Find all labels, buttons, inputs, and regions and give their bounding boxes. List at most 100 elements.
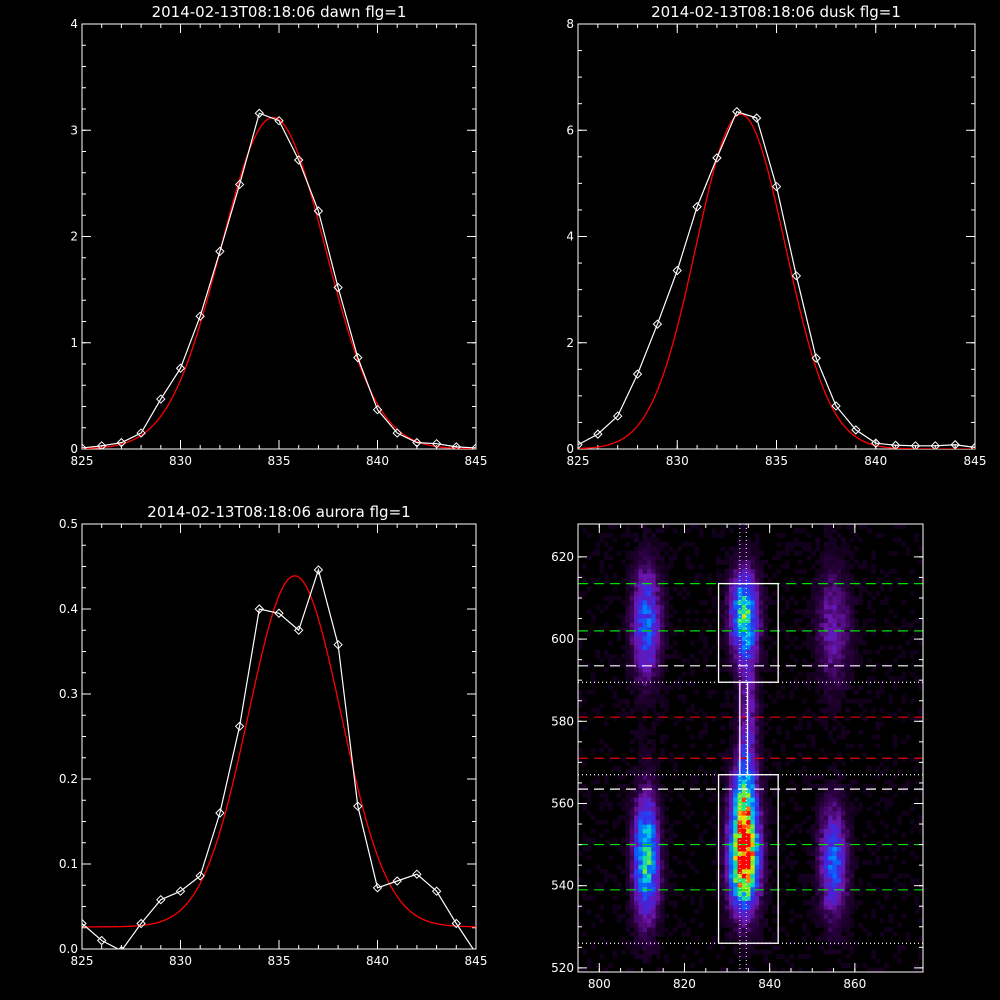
heat-pixel — [854, 546, 859, 552]
heat-pixel — [819, 783, 825, 789]
heat-pixel — [797, 743, 803, 749]
heat-pixel — [759, 573, 764, 579]
heat-pixel — [746, 936, 751, 942]
heat-pixel — [810, 644, 816, 650]
heat-pixel — [772, 846, 777, 852]
heat-pixel — [651, 886, 657, 892]
heat-pixel — [746, 864, 751, 870]
heat-pixel — [711, 532, 717, 538]
heat-pixel — [849, 801, 855, 807]
heat-pixel — [733, 644, 738, 650]
heat-pixel — [754, 801, 760, 807]
heat-pixel — [754, 855, 760, 861]
heat-pixel — [858, 653, 864, 659]
heat-pixel — [841, 774, 846, 780]
heat-pixel — [780, 627, 786, 632]
heat-pixel — [659, 676, 665, 682]
heat-pixel — [651, 644, 657, 650]
heat-pixel — [849, 783, 855, 789]
heat-pixel — [815, 828, 820, 834]
heat-pixel — [845, 658, 851, 664]
heat-pixel — [802, 712, 807, 718]
heat-pixel — [836, 833, 842, 838]
heat-pixel — [759, 949, 764, 955]
heat-pixel — [634, 537, 639, 543]
heat-pixel — [750, 810, 756, 816]
heat-pixel — [854, 622, 859, 628]
data-point — [254, 108, 265, 118]
heat-pixel — [888, 797, 894, 803]
heat-pixel — [603, 667, 609, 673]
heat-pixel — [888, 550, 894, 556]
heat-pixel — [629, 931, 635, 937]
heat-pixel — [815, 801, 820, 807]
heat-pixel — [845, 851, 851, 856]
heat-pixel — [733, 783, 738, 789]
heat-pixel — [741, 712, 747, 718]
heat-pixel — [858, 640, 864, 646]
heat-pixel — [802, 900, 807, 906]
heat-pixel — [897, 949, 902, 955]
heat-pixel — [651, 703, 657, 709]
heat-pixel — [875, 743, 881, 749]
heat-pixel — [703, 712, 708, 718]
heat-pixel — [612, 873, 618, 879]
heat-pixel — [776, 725, 782, 731]
heat-pixel — [884, 788, 889, 794]
heat-pixel — [681, 797, 687, 803]
heat-pixel — [685, 658, 691, 664]
heat-pixel — [832, 828, 838, 834]
heat-pixel — [849, 528, 855, 534]
heat-pixel — [828, 653, 833, 659]
heat-pixel — [806, 909, 812, 915]
heat-pixel — [832, 541, 838, 547]
heat-pixel — [741, 636, 747, 641]
heat-pixel — [759, 730, 764, 735]
heat-pixel — [668, 555, 674, 561]
heat-pixel — [625, 698, 631, 704]
heat-pixel — [763, 636, 769, 641]
heat-pixel — [664, 609, 669, 614]
heat-pixel — [599, 703, 605, 709]
heat-pixel — [793, 801, 799, 807]
heat-pixel — [642, 680, 648, 686]
heat-pixel — [854, 618, 859, 623]
heat-pixel — [681, 846, 687, 852]
heat-pixel — [612, 837, 618, 843]
heat-pixel — [720, 774, 726, 780]
heat-pixel — [754, 824, 760, 830]
heat-pixel — [724, 806, 730, 812]
heat-pixel — [703, 810, 708, 816]
heat-pixel — [797, 770, 803, 776]
heat-pixel — [854, 559, 859, 565]
heat-pixel — [625, 685, 631, 691]
heat-pixel — [651, 842, 657, 847]
heat-pixel — [655, 550, 661, 556]
heat-pixel — [733, 743, 738, 749]
heat-pixel — [806, 676, 812, 682]
heat-pixel — [625, 945, 631, 950]
heat-pixel — [690, 667, 695, 673]
heat-pixel — [703, 770, 708, 776]
heat-pixel — [841, 658, 846, 664]
heat-pixel — [836, 810, 842, 816]
heat-pixel — [638, 792, 644, 798]
heat-pixel — [659, 868, 665, 874]
heat-pixel — [845, 837, 851, 843]
heat-pixel — [806, 734, 812, 740]
heat-pixel — [612, 586, 618, 592]
heat-pixel — [647, 824, 652, 830]
heat-pixel — [586, 909, 592, 915]
heat-pixel — [642, 622, 648, 628]
heat-pixel — [694, 658, 700, 664]
heat-pixel — [750, 676, 756, 682]
heat-pixel — [711, 528, 717, 534]
heat-pixel — [828, 851, 833, 856]
heat-pixel — [711, 837, 717, 843]
heat-pixel — [728, 739, 734, 744]
heat-pixel — [728, 904, 734, 910]
heat-pixel — [629, 636, 635, 641]
heat-pixel — [841, 649, 846, 655]
heat-pixel — [806, 913, 812, 919]
heat-pixel — [724, 631, 730, 637]
